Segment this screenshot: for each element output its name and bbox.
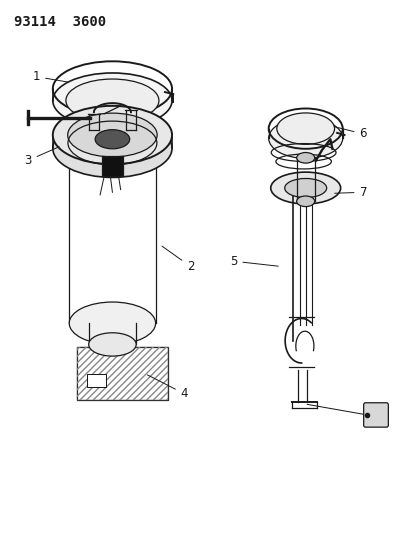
Ellipse shape bbox=[270, 172, 340, 204]
Text: 5: 5 bbox=[230, 255, 278, 268]
Text: 1: 1 bbox=[33, 70, 68, 83]
Ellipse shape bbox=[68, 113, 157, 157]
Ellipse shape bbox=[53, 119, 172, 177]
Text: 93114  3600: 93114 3600 bbox=[14, 14, 106, 29]
Ellipse shape bbox=[53, 106, 172, 164]
Ellipse shape bbox=[284, 179, 326, 198]
Ellipse shape bbox=[276, 113, 334, 144]
Ellipse shape bbox=[296, 152, 314, 163]
Bar bbox=[77, 347, 167, 400]
Ellipse shape bbox=[268, 118, 342, 158]
Ellipse shape bbox=[69, 127, 155, 169]
Ellipse shape bbox=[88, 333, 136, 356]
Ellipse shape bbox=[296, 196, 314, 207]
FancyBboxPatch shape bbox=[363, 403, 387, 427]
Text: 2: 2 bbox=[161, 246, 194, 273]
Bar bbox=[77, 347, 167, 400]
Ellipse shape bbox=[66, 79, 159, 122]
Text: 3: 3 bbox=[24, 147, 59, 167]
Ellipse shape bbox=[95, 130, 129, 149]
Text: 4: 4 bbox=[147, 375, 188, 400]
Ellipse shape bbox=[69, 302, 155, 344]
Text: 6: 6 bbox=[333, 127, 366, 140]
Bar bbox=[87, 374, 106, 387]
Bar bbox=[102, 156, 122, 176]
Ellipse shape bbox=[53, 73, 172, 128]
Text: 7: 7 bbox=[334, 186, 366, 199]
